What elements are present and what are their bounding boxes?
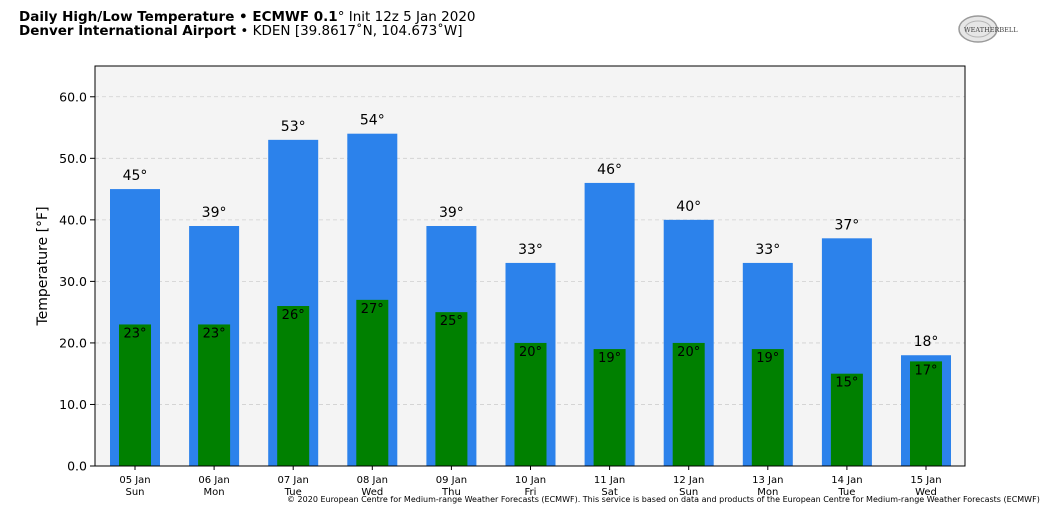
x-tick-weekday: Thu (441, 487, 461, 498)
low-temp-label: 19° (598, 351, 621, 366)
low-temp-bar (277, 306, 310, 466)
x-tick-weekday: Wed (915, 487, 937, 498)
plot-frame (94, 65, 966, 467)
x-tick-weekday: Tue (837, 487, 855, 498)
low-temp-bar (356, 299, 389, 466)
x-tick-date: 09 Jan (436, 475, 467, 486)
high-temp-label: 39° (202, 205, 227, 221)
high-temp-label: 39° (439, 205, 464, 221)
low-temp-label: 27° (361, 302, 384, 317)
low-temp-label: 15° (835, 376, 858, 391)
x-tick-date: 06 Jan (198, 475, 229, 486)
low-temp-bar (672, 342, 705, 466)
low-temp-label: 20° (519, 345, 542, 360)
y-axis-label: Temperature [°F] (35, 206, 51, 326)
high-temp-label: 37° (834, 217, 859, 233)
high-temp-label: 45° (123, 168, 148, 184)
low-temp-label: 25° (440, 314, 463, 329)
weatherbell-logo-icon: WEATHERBELL (958, 15, 1018, 43)
low-temp-bar (514, 342, 547, 466)
y-tick-label: 60.0 (59, 89, 87, 104)
low-temp-bar (910, 361, 942, 466)
low-temp-bar (119, 324, 151, 466)
high-temp-label: 53° (281, 119, 306, 135)
x-tick-weekday: Mon (757, 487, 778, 498)
copyright-notice: © 2020 European Centre for Medium-range … (287, 495, 1040, 504)
y-tick-label: 0.0 (67, 459, 87, 474)
title-bold: Daily High/Low Temperature • ECMWF 0.1 (19, 9, 338, 25)
x-tick-weekday: Fri (525, 487, 537, 498)
y-tick-label: 30.0 (59, 274, 87, 289)
y-tick-label: 20.0 (59, 335, 87, 350)
value-labels: 45° 23° 39° 23° 53° 26° 54° 27° 39° 25° 33° 20° 46° 1… (123, 113, 939, 391)
high-temp-label: 33° (518, 242, 543, 258)
high-temp-label: 18° (914, 334, 939, 350)
x-tick-date: 14 Jan (831, 475, 862, 486)
x-tick-weekday: Sun (125, 487, 144, 498)
location-name: Denver International Airport (19, 23, 237, 39)
x-tick-weekday: Tue (284, 487, 302, 498)
logo-text: WEATHERBELL (964, 26, 1018, 34)
x-tick-weekday: Mon (204, 487, 225, 498)
x-tick-weekday: Wed (361, 487, 383, 498)
chart-subtitle: Denver International Airport • KDEN [39.… (19, 23, 463, 39)
low-temp-label: 26° (282, 308, 305, 323)
low-temp-label: 17° (914, 363, 937, 378)
x-tick-date: 05 Jan (119, 475, 150, 486)
high-temp-label: 40° (676, 199, 701, 215)
chart-title: Daily High/Low Temperature • ECMWF 0.1° … (19, 9, 476, 25)
x-tick-date: 13 Jan (752, 475, 783, 486)
x-tick-date: 11 Jan (594, 475, 625, 486)
low-temp-label: 20° (677, 345, 700, 360)
low-temp-bar (830, 373, 863, 466)
low-temp-label: 19° (756, 351, 779, 366)
low-temp-bar (198, 324, 231, 466)
low-temp-bar (751, 349, 784, 466)
low-temp-label: 23° (123, 326, 146, 341)
high-temp-label: 33° (755, 242, 780, 258)
high-temp-label: 54° (360, 113, 385, 129)
bars (110, 133, 951, 467)
y-tick-label: 40.0 (59, 212, 87, 227)
location-coords: • KDEN [39.8617˚N, 104.673˚W] (236, 23, 463, 39)
y-tick-label: 10.0 (59, 397, 87, 412)
x-tick-weekday: Sun (679, 487, 698, 498)
x-tick-date: 12 Jan (673, 475, 704, 486)
x-tick-date: 07 Jan (278, 475, 309, 486)
x-tick-weekday: Sat (601, 487, 617, 498)
title-degree: ° (337, 9, 345, 25)
x-tick-date: 15 Jan (910, 475, 941, 486)
low-temp-label: 23° (203, 326, 226, 341)
title-init: Init 12z 5 Jan 2020 (344, 9, 476, 25)
y-tick-label: 50.0 (59, 151, 87, 166)
y-axis: 0.0 10.0 20.0 30.0 40.0 50.0 60.0 (59, 89, 95, 474)
low-temp-bar (435, 312, 468, 466)
high-temp-label: 46° (597, 162, 622, 178)
x-tick-date: 08 Jan (357, 475, 388, 486)
low-temp-bar (593, 349, 626, 466)
x-tick-date: 10 Jan (515, 475, 546, 486)
